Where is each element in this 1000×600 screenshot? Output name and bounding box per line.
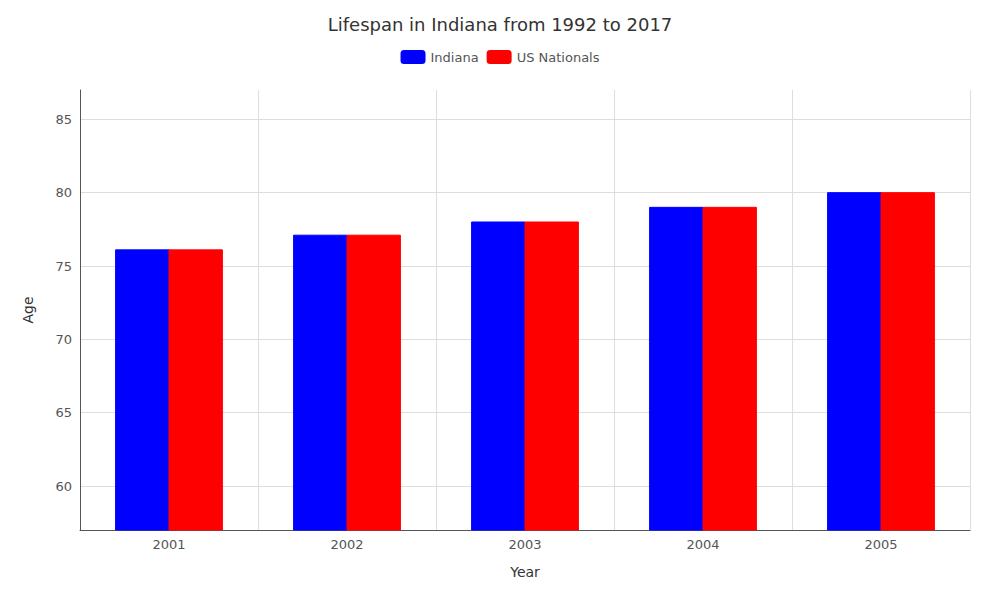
svg-text:Indiana: Indiana xyxy=(431,50,479,65)
svg-text:2001: 2001 xyxy=(152,537,185,552)
svg-text:75: 75 xyxy=(55,259,72,274)
svg-text:Age: Age xyxy=(20,296,36,323)
svg-text:2002: 2002 xyxy=(330,537,363,552)
svg-text:65: 65 xyxy=(55,405,72,420)
svg-text:US Nationals: US Nationals xyxy=(517,50,600,65)
svg-text:80: 80 xyxy=(55,185,72,200)
svg-text:Lifespan in Indiana from 1992: Lifespan in Indiana from 1992 to 2017 xyxy=(328,14,673,35)
svg-text:60: 60 xyxy=(55,479,72,494)
svg-text:70: 70 xyxy=(55,332,72,347)
svg-text:Year: Year xyxy=(509,564,540,580)
svg-text:2005: 2005 xyxy=(864,537,897,552)
svg-text:85: 85 xyxy=(55,112,72,127)
svg-text:2004: 2004 xyxy=(686,537,719,552)
svg-text:2003: 2003 xyxy=(508,537,541,552)
